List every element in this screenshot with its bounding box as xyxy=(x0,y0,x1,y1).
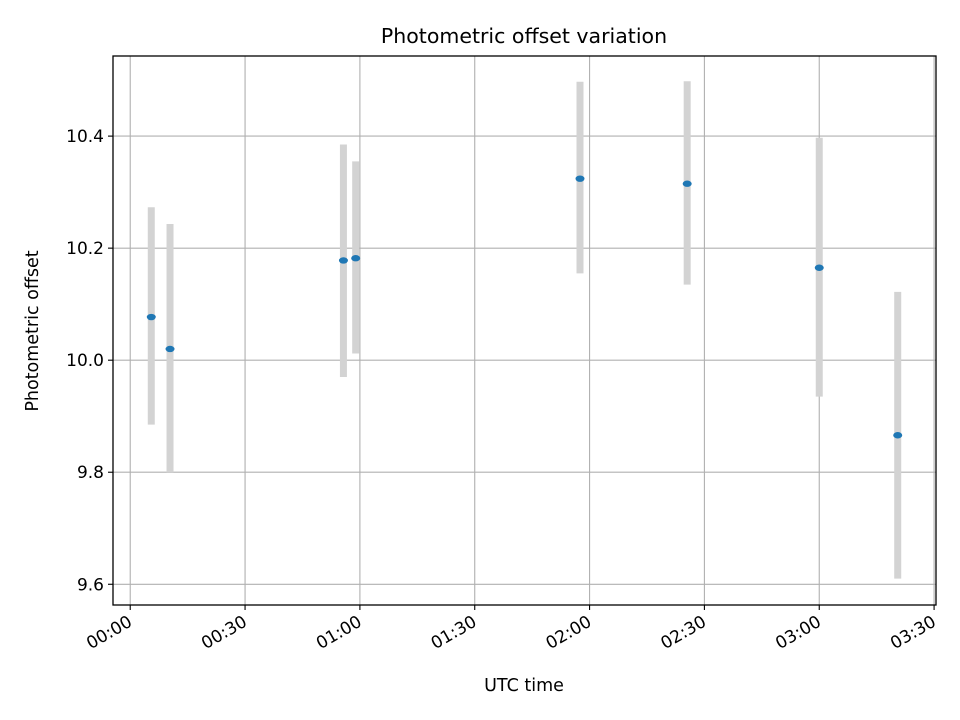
chart-title: Photometric offset variation xyxy=(381,24,667,48)
x-tick-label: 03:00 xyxy=(772,612,824,654)
y-tick-label: 9.6 xyxy=(77,575,104,595)
data-points xyxy=(146,175,903,439)
x-tick-label: 02:00 xyxy=(543,612,595,654)
plot-frame xyxy=(112,55,937,606)
y-axis-label: Photometric offset xyxy=(23,250,43,411)
data-point xyxy=(165,345,175,353)
x-tick-label: 01:00 xyxy=(313,612,365,654)
y-tick-label: 9.8 xyxy=(77,463,104,483)
x-axis-ticks: 00:00 00:30 01:00 01:30 02:00 02:30 03:00 03:30 xyxy=(83,605,940,654)
y-tick-label: 10.4 xyxy=(66,127,104,147)
y-tick-label: 10.2 xyxy=(66,239,104,259)
x-tick-label: 00:30 xyxy=(198,612,250,654)
y-axis-ticks: 9.6 9.8 10.0 10.2 10.4 xyxy=(66,127,113,595)
data-point xyxy=(338,257,348,264)
data-point xyxy=(575,175,585,182)
data-point xyxy=(146,313,156,321)
x-axis-label: UTC time xyxy=(484,676,564,696)
data-point xyxy=(893,432,903,439)
x-tick-label: 03:30 xyxy=(887,612,939,654)
x-tick-label: 02:30 xyxy=(657,612,709,654)
data-point xyxy=(351,255,361,262)
error-bars xyxy=(147,81,902,579)
data-point xyxy=(682,180,692,187)
x-tick-label: 01:30 xyxy=(428,612,480,654)
y-tick-label: 10.0 xyxy=(66,351,104,371)
grid xyxy=(113,56,936,605)
x-tick-label: 00:00 xyxy=(83,612,135,654)
data-point xyxy=(814,264,824,271)
